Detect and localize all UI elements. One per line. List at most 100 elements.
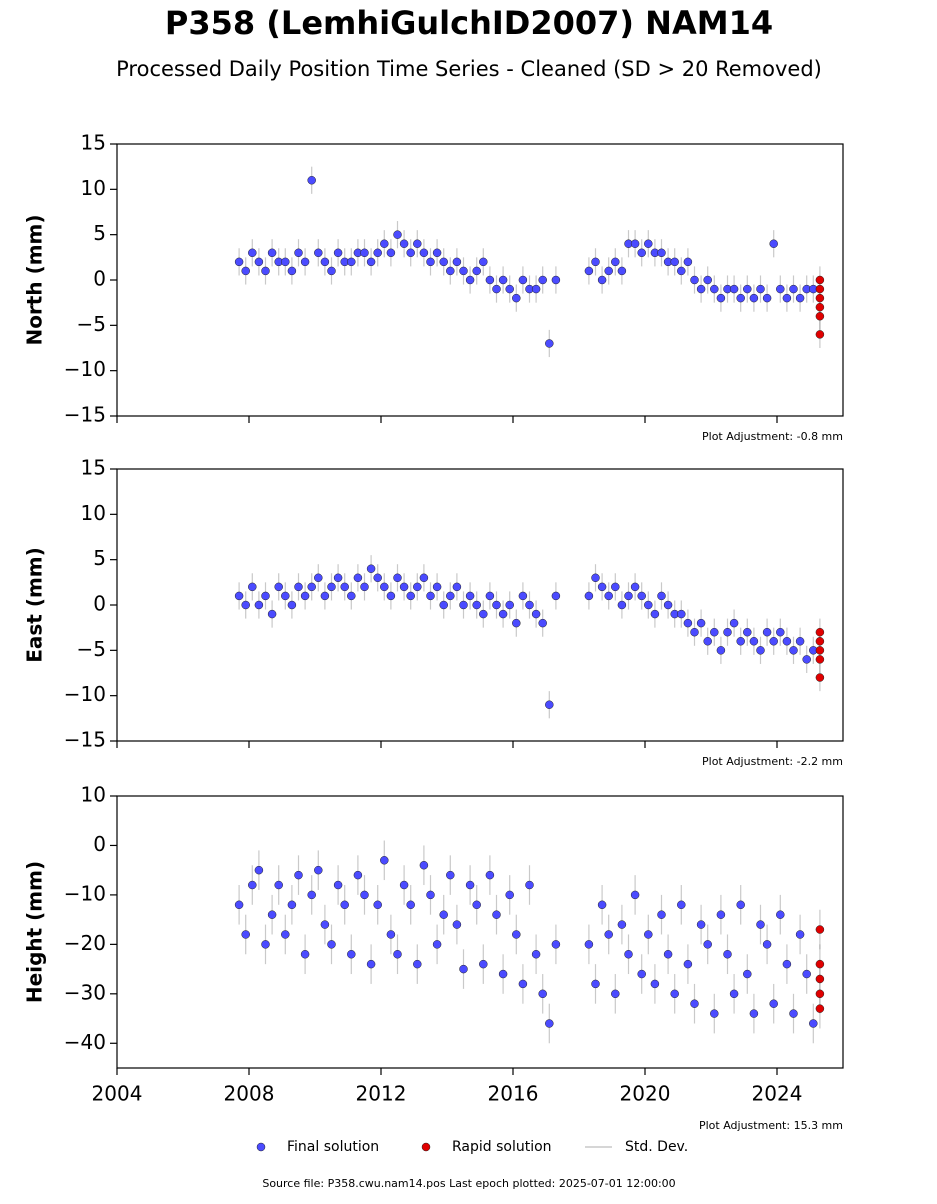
final-point bbox=[485, 275, 495, 285]
final-point bbox=[538, 275, 547, 285]
final-point bbox=[611, 257, 620, 267]
final-point bbox=[525, 880, 534, 890]
final-point bbox=[703, 637, 712, 646]
final-point bbox=[551, 940, 561, 949]
final-point bbox=[320, 591, 330, 601]
y-tick-label: 5 bbox=[93, 221, 106, 245]
final-point bbox=[769, 637, 778, 646]
final-point bbox=[696, 618, 706, 628]
legend-marker bbox=[421, 1142, 431, 1152]
plot-adjustment: Plot Adjustment: -0.8 mm bbox=[702, 430, 843, 443]
final-point bbox=[670, 989, 679, 999]
final-point bbox=[591, 257, 600, 267]
final-point bbox=[459, 964, 468, 974]
legend-marker bbox=[256, 1142, 266, 1152]
final-point bbox=[261, 266, 270, 276]
final-point bbox=[591, 573, 600, 583]
final-point bbox=[413, 582, 422, 592]
y-axis-label: East (mm) bbox=[23, 547, 47, 663]
final-point bbox=[234, 591, 244, 601]
final-point bbox=[446, 870, 455, 880]
final-point bbox=[360, 582, 369, 592]
final-point bbox=[300, 950, 310, 959]
final-point bbox=[399, 582, 409, 592]
final-point bbox=[452, 920, 462, 929]
final-point bbox=[710, 1009, 719, 1018]
final-point bbox=[300, 591, 310, 601]
final-point bbox=[756, 920, 765, 929]
subtitle: Processed Daily Position Time Series - C… bbox=[116, 57, 822, 81]
final-point bbox=[696, 920, 706, 929]
final-point bbox=[254, 257, 264, 267]
y-tick-label: −40 bbox=[64, 1030, 106, 1054]
final-point bbox=[789, 646, 798, 655]
y-tick-label: −20 bbox=[64, 931, 106, 955]
final-point bbox=[399, 239, 409, 248]
final-point bbox=[769, 999, 778, 1008]
final-point bbox=[465, 591, 475, 601]
final-point bbox=[320, 920, 330, 929]
final-point bbox=[366, 257, 376, 267]
final-point bbox=[743, 627, 752, 637]
rapid-point bbox=[815, 302, 825, 312]
final-point bbox=[281, 257, 290, 267]
final-point bbox=[795, 930, 805, 939]
final-point bbox=[314, 865, 323, 875]
rapid-point bbox=[815, 1004, 825, 1013]
final-point bbox=[716, 293, 726, 303]
final-point bbox=[729, 989, 739, 999]
final-point bbox=[465, 880, 475, 890]
plot-adjustment: Plot Adjustment: 15.3 mm bbox=[699, 1119, 843, 1132]
final-point bbox=[736, 637, 745, 646]
final-point bbox=[419, 860, 429, 870]
final-point bbox=[690, 627, 699, 637]
final-point bbox=[386, 248, 396, 258]
final-point bbox=[696, 284, 706, 294]
final-point bbox=[472, 900, 481, 910]
rapid-point bbox=[815, 925, 825, 934]
final-point bbox=[710, 284, 719, 294]
final-point bbox=[531, 284, 541, 294]
final-point bbox=[677, 900, 686, 910]
legend-label: Std. Dev. bbox=[625, 1139, 688, 1155]
final-point bbox=[743, 969, 752, 979]
final-point bbox=[512, 618, 521, 628]
final-point bbox=[347, 591, 356, 601]
x-tick-label: 2004 bbox=[92, 1082, 143, 1106]
final-point bbox=[518, 275, 528, 285]
final-point bbox=[538, 989, 547, 999]
y-tick-label: 10 bbox=[81, 176, 106, 200]
final-point bbox=[241, 930, 250, 939]
final-point bbox=[373, 248, 382, 258]
final-point bbox=[545, 700, 554, 709]
final-point bbox=[241, 600, 250, 610]
final-point bbox=[274, 582, 283, 592]
final-point bbox=[307, 582, 316, 592]
final-point bbox=[406, 248, 415, 258]
rapid-point bbox=[815, 284, 825, 294]
final-point bbox=[604, 266, 613, 276]
final-point bbox=[327, 940, 336, 949]
final-point bbox=[287, 266, 297, 276]
final-point bbox=[498, 609, 508, 619]
y-tick-label: 0 bbox=[93, 267, 106, 291]
final-point bbox=[591, 979, 600, 989]
legend-label: Final solution bbox=[287, 1139, 379, 1155]
final-point bbox=[795, 637, 805, 646]
final-point bbox=[234, 257, 244, 267]
final-point bbox=[518, 979, 528, 989]
final-point bbox=[333, 880, 343, 890]
plot-area bbox=[234, 166, 825, 358]
final-point bbox=[617, 920, 627, 929]
final-point bbox=[281, 930, 290, 939]
final-point bbox=[604, 930, 613, 939]
final-point bbox=[637, 969, 646, 979]
final-point bbox=[426, 257, 435, 267]
final-point bbox=[611, 582, 620, 592]
final-point bbox=[413, 239, 422, 248]
final-point bbox=[380, 239, 389, 248]
final-point bbox=[498, 275, 508, 285]
final-point bbox=[406, 591, 415, 601]
final-point bbox=[360, 890, 369, 900]
final-point bbox=[617, 600, 627, 610]
